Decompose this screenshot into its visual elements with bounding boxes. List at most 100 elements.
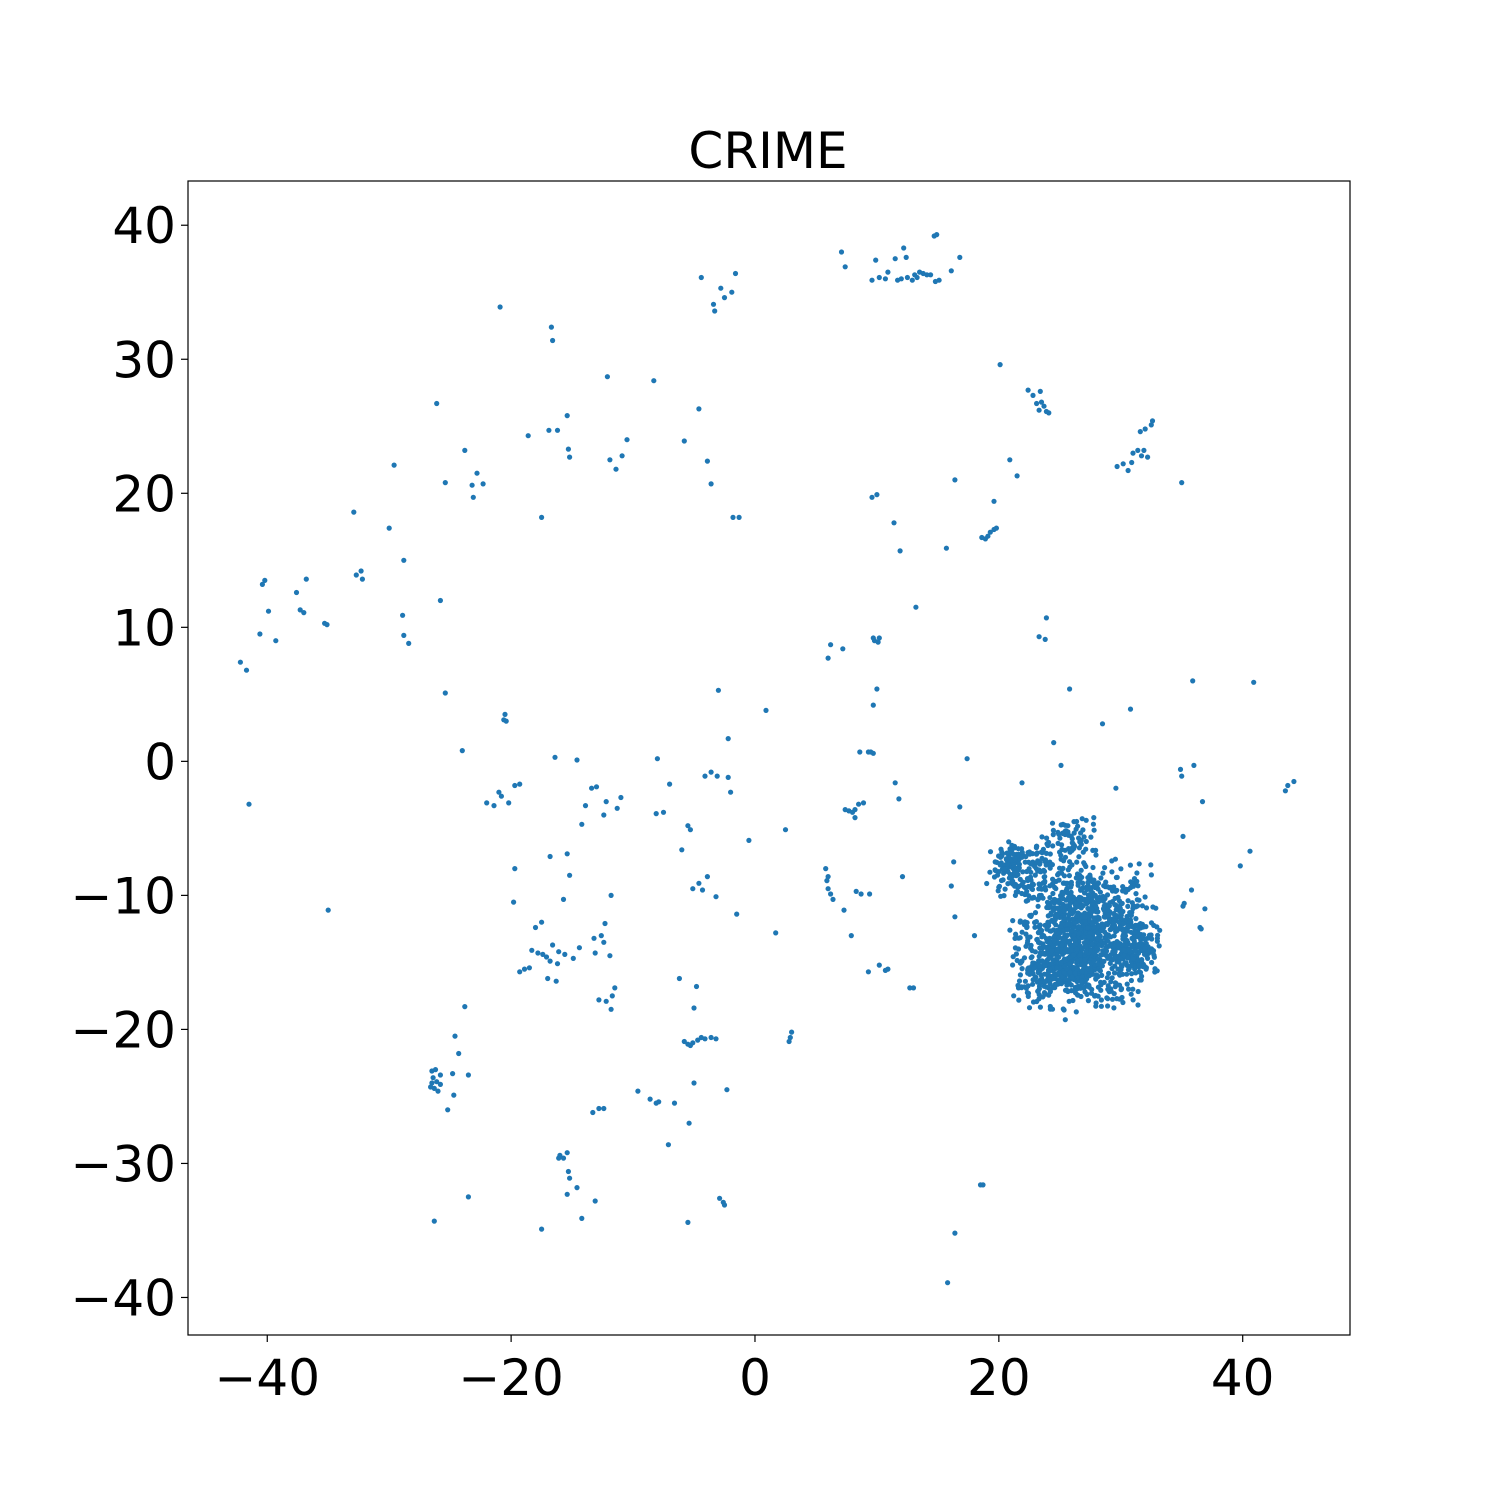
scatter-point-1235 (1004, 857, 1010, 863)
scatter-point-1318 (1070, 840, 1076, 847)
scatter-point-1164 (1024, 868, 1030, 875)
scatter-point-1602 (1017, 960, 1024, 966)
scatter-point-1333 (1071, 819, 1077, 825)
scatter-point-1712 (564, 413, 570, 419)
scatter-point-1096 (1011, 993, 1017, 999)
scatter-point-923 (1098, 987, 1104, 993)
scatter-point-1737 (725, 774, 731, 781)
scatter-point-1770 (576, 945, 583, 951)
scatter-point-1743 (593, 784, 600, 790)
scatter-point-1008 (1095, 936, 1101, 942)
scatter-point-1447 (1157, 927, 1163, 933)
scatter-point-965 (1061, 917, 1067, 923)
scatter-point-1920 (1038, 399, 1045, 405)
scatter-point-1970 (1137, 429, 1143, 435)
scatter-point-1714 (567, 454, 573, 460)
scatter-point-1944 (1179, 773, 1185, 779)
scatter-point-1912 (997, 362, 1003, 368)
scatter-point-414 (1130, 986, 1136, 992)
scatter-point-260 (1139, 903, 1145, 909)
scatter-point-1879 (869, 277, 875, 283)
scatter-point-1330 (1076, 854, 1082, 860)
scatter-point-1183 (1047, 883, 1053, 889)
scatter-point-1924 (1043, 615, 1049, 621)
scatter-point-1694 (480, 481, 486, 487)
scatter-point-1931 (952, 914, 958, 920)
scatter-point-1432 (1114, 927, 1120, 934)
scatter-point-949 (1096, 942, 1102, 948)
scatter-point-1594 (1063, 946, 1069, 952)
scatter-point-1857 (896, 796, 902, 802)
scatter-point-1254 (997, 862, 1003, 868)
scatter-point-1972 (1148, 422, 1154, 428)
scatter-point-538 (1143, 905, 1150, 911)
scatter-point-1559 (1017, 972, 1024, 978)
scatter-point-1146 (1025, 883, 1031, 890)
scatter-point-1711 (554, 427, 561, 433)
scatter-point-1493 (1083, 948, 1089, 955)
scatter-point-1671 (303, 576, 309, 582)
scatter-point-1560 (1051, 937, 1057, 944)
scatter-point-867 (1101, 958, 1107, 965)
scatter-point-1667 (273, 638, 279, 644)
scatter-point-1498 (1035, 988, 1041, 994)
scatter-point-1411 (1138, 925, 1144, 931)
scatter-point-1731 (721, 295, 728, 301)
scatter-point-761 (1134, 870, 1140, 876)
scatter-point-561 (1101, 979, 1107, 986)
scatter-point-1041 (1056, 934, 1063, 941)
scatter-point-1395 (1149, 936, 1155, 942)
scatter-point-1776 (598, 933, 604, 939)
scatter-point-2001 (565, 1168, 572, 1175)
scatter-point-399 (1065, 867, 1071, 873)
scatter-point-1646 (1050, 957, 1056, 963)
scatter-point-838 (1127, 862, 1133, 868)
scatter-point-1978 (945, 1280, 951, 1286)
scatter-point-1289 (1078, 830, 1084, 836)
scatter-point-1870 (875, 639, 881, 645)
scatter-point-1634 (1072, 970, 1078, 976)
scatter-point-551 (1101, 903, 1107, 909)
scatter-point-969 (1131, 876, 1138, 882)
scatter-point-1789 (656, 1099, 662, 1105)
scatter-point-1708 (546, 427, 552, 433)
scatter-point-1415 (1119, 963, 1125, 969)
scatter-point-1825 (763, 707, 769, 714)
scatter-point-1819 (696, 880, 702, 886)
y-axis: −40 −30 −20 −10 0 10 20 30 40 (70, 197, 188, 1327)
scatter-point-1760 (526, 965, 533, 971)
scatter-point-1709 (548, 324, 555, 330)
scatter-point-463 (1037, 922, 1043, 928)
scatter-point-1326 (1050, 843, 1056, 849)
scatter-point-1703 (506, 800, 512, 806)
scatter-point-1809 (721, 1202, 728, 1208)
scatter-point-1974 (1179, 480, 1185, 486)
scatter-point-1223 (1033, 843, 1040, 850)
scatter-point-1674 (325, 907, 331, 913)
scatter-point-1955 (1237, 863, 1243, 869)
scatter-point-1331 (1080, 849, 1086, 855)
scatter-point-1858 (892, 780, 898, 786)
scatter-point-1778 (607, 953, 613, 959)
scatter-point-1813 (654, 756, 661, 762)
scatter-point-1902 (952, 477, 958, 483)
scatter-point-1995 (462, 1004, 468, 1010)
scatter-point-1260 (1049, 820, 1056, 826)
scatter-point-964 (1095, 961, 1101, 967)
scatter-point-943 (1019, 890, 1025, 897)
scatter-point-1908 (987, 529, 993, 535)
y-tick-label-2: −20 (70, 1001, 176, 1059)
scatter-point-1980 (430, 1075, 436, 1081)
scatter-point-679 (1106, 912, 1112, 918)
scatter-point-1336 (1065, 829, 1071, 835)
scatter-point-800 (1125, 903, 1131, 910)
scatter-point-1878 (842, 264, 848, 270)
scatter-point-1816 (685, 823, 691, 829)
scatter-point-807 (1017, 935, 1023, 941)
scatter-point-1275 (1043, 850, 1049, 857)
scatter-point-1818 (690, 886, 696, 892)
x-tick-label-4: 40 (1211, 1349, 1275, 1407)
scatter-point-1713 (565, 446, 572, 452)
scatter-point-1062 (1091, 958, 1097, 964)
scatter-point-1397 (1124, 928, 1131, 934)
